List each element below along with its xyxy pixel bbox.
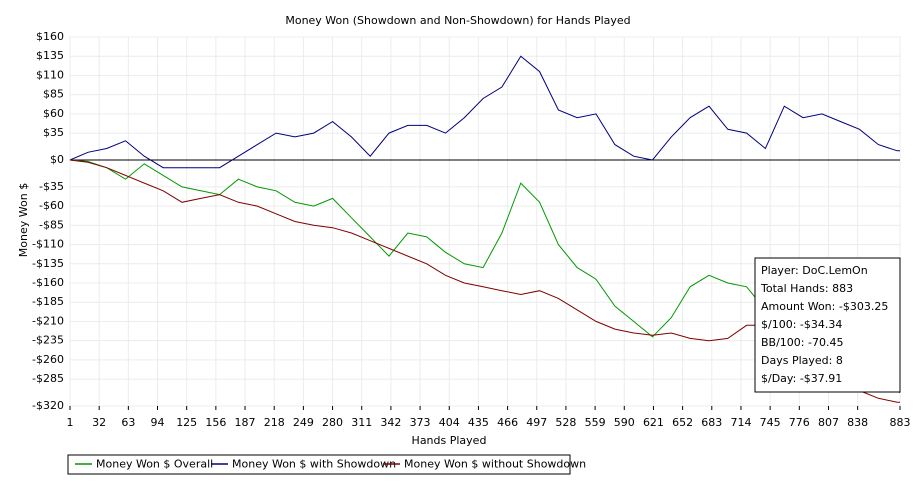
info-text: Total Hands: 883: [760, 282, 853, 295]
info-text: $/Day: -$37.91: [761, 372, 842, 385]
info-text: Amount Won: -$303.25: [761, 300, 888, 313]
info-text: Player: DoC.LemOn: [761, 264, 868, 277]
x-tick-label: 883: [890, 416, 911, 429]
y-tick-label: -$160: [32, 276, 64, 289]
y-tick-label: $60: [43, 107, 64, 120]
x-tick-label: 621: [643, 416, 664, 429]
info-box-bg: [754, 257, 901, 393]
y-tick-label: $110: [36, 68, 64, 81]
legend-label: Money Won $ Overall: [96, 458, 213, 471]
x-tick-label: 373: [410, 416, 431, 429]
x-tick-label: 156: [205, 416, 226, 429]
x-tick-label: 776: [789, 416, 810, 429]
x-tick-label: 652: [672, 416, 693, 429]
y-tick-label: $85: [43, 88, 64, 101]
legend: Money Won $ Overall Money Won $ with Show…: [67, 454, 586, 475]
legend-label: Money Won $ with Showdown: [232, 458, 396, 471]
y-tick-label: -$185: [32, 295, 64, 308]
info-text: $/100: -$34.34: [761, 318, 842, 331]
y-axis-label: Money Won $: [17, 183, 30, 257]
x-tick-label: 714: [730, 416, 751, 429]
x-tick-label: 125: [176, 416, 197, 429]
x-tick-label: 1: [67, 416, 74, 429]
x-tick-label: 497: [526, 416, 547, 429]
y-tick-label: -$235: [32, 334, 64, 347]
y-tick-label: -$285: [32, 372, 64, 385]
x-tick-label: 590: [614, 416, 635, 429]
x-tick-label: 528: [555, 416, 576, 429]
series-line: [69, 55, 900, 169]
x-tick-label: 249: [293, 416, 314, 429]
grid: $160 $135 $110 $85 $60 $35 $0 -$35 -$60 -$85 -$110…: [32, 30, 910, 429]
x-tick-label: 32: [92, 416, 106, 429]
y-tick-label: -$60: [39, 199, 64, 212]
info-text: BB/100: -70.45: [761, 336, 843, 349]
legend-label: Money Won $ without Showdown: [404, 458, 586, 471]
y-tick-label: $0: [50, 153, 64, 166]
y-tick-label: -$110: [32, 238, 64, 251]
x-tick-label: 745: [760, 416, 781, 429]
x-tick-label: 218: [264, 416, 285, 429]
x-tick-label: 94: [151, 416, 165, 429]
x-tick-label: 187: [235, 416, 256, 429]
y-tick-label: $135: [36, 49, 64, 62]
legend-box: [67, 454, 571, 475]
x-tick-label: 683: [701, 416, 722, 429]
y-tick-label: -$85: [39, 218, 64, 231]
y-tick-label: $160: [36, 30, 64, 43]
x-tick-label: 342: [380, 416, 401, 429]
x-tick-label: 63: [121, 416, 135, 429]
y-tick-label: -$35: [39, 180, 64, 193]
y-tick-label: -$260: [32, 353, 64, 366]
y-tick-label: -$320: [32, 399, 64, 412]
info-box: Player: DoC.LemOn Total Hands: 883 Amount …: [754, 257, 901, 393]
x-tick-label: 311: [351, 416, 372, 429]
y-tick-label: -$210: [32, 314, 64, 327]
chart-title: Money Won (Showdown and Non-Showdown) fo…: [285, 14, 630, 27]
y-tick-label: $35: [43, 126, 64, 139]
x-tick-label: 466: [497, 416, 518, 429]
x-tick-label: 404: [439, 416, 460, 429]
x-tick-label: 280: [322, 416, 343, 429]
x-tick-label: 435: [468, 416, 489, 429]
x-tick-label: 838: [847, 416, 868, 429]
x-axis-label: Hands Played: [412, 434, 487, 447]
info-text: Days Played: 8: [761, 354, 843, 367]
y-tick-label: -$135: [32, 257, 64, 270]
x-tick-label: 559: [585, 416, 606, 429]
x-tick-label: 807: [818, 416, 839, 429]
